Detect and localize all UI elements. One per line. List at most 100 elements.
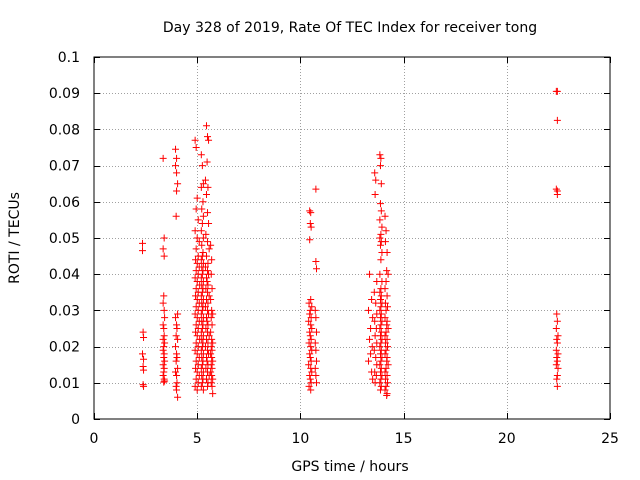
x-tick-label: 25	[601, 431, 619, 447]
data-point	[198, 241, 206, 249]
data-point	[193, 332, 201, 340]
data-point	[376, 241, 384, 249]
data-point	[384, 361, 392, 369]
data-points	[139, 87, 562, 401]
data-point	[382, 277, 390, 285]
data-point	[365, 357, 373, 365]
tick-labels: 0 5 10 15 20 25 0 0.01 0.02 0.03 0.04 0.05 0.06 0.07 0…	[49, 50, 619, 447]
data-point	[208, 285, 216, 293]
data-point	[376, 379, 384, 387]
data-point	[377, 154, 385, 162]
data-point	[307, 386, 315, 394]
data-point	[208, 256, 216, 264]
data-point	[312, 185, 320, 193]
data-point	[204, 259, 212, 267]
data-point	[174, 180, 182, 188]
data-point	[382, 364, 390, 372]
data-point	[384, 343, 392, 351]
data-point	[161, 377, 169, 385]
y-tick-label: 0.03	[49, 303, 80, 319]
data-point	[311, 306, 319, 314]
data-point	[553, 191, 561, 199]
data-point	[204, 288, 212, 296]
data-point	[173, 353, 181, 361]
data-point	[172, 314, 180, 322]
data-point	[553, 357, 561, 365]
data-point	[371, 169, 379, 177]
data-point	[209, 357, 217, 365]
data-point	[172, 357, 180, 365]
data-point	[161, 314, 169, 322]
data-point	[199, 180, 207, 188]
data-point	[306, 310, 314, 318]
data-point	[376, 296, 384, 304]
data-point	[367, 350, 375, 358]
data-point	[377, 310, 385, 318]
data-point	[193, 277, 201, 285]
data-point	[306, 220, 314, 228]
data-point	[208, 353, 216, 361]
data-point	[383, 321, 391, 329]
data-point	[209, 390, 217, 398]
data-point	[172, 343, 180, 351]
data-point	[209, 310, 217, 318]
data-point	[197, 227, 205, 235]
data-point	[208, 364, 216, 372]
data-point	[192, 339, 200, 347]
data-point	[369, 375, 377, 383]
data-point	[209, 339, 217, 347]
data-point	[193, 259, 201, 267]
data-point	[204, 281, 212, 289]
data-point	[207, 343, 215, 351]
x-axis-label: GPS time / hours	[291, 459, 408, 475]
data-point	[173, 325, 181, 332]
data-point	[381, 368, 389, 376]
data-point	[202, 285, 210, 293]
data-point	[205, 245, 213, 253]
x-tick-label: 10	[291, 431, 309, 447]
data-point	[208, 382, 216, 390]
data-point	[307, 209, 315, 217]
data-point	[193, 368, 201, 376]
data-point	[308, 325, 316, 332]
data-point	[381, 314, 389, 322]
data-point	[172, 145, 180, 153]
data-point	[307, 343, 315, 351]
data-point	[202, 252, 210, 260]
data-point	[159, 321, 167, 329]
data-point	[202, 375, 210, 383]
data-point	[306, 372, 314, 380]
data-point	[198, 299, 206, 307]
data-point	[173, 379, 181, 387]
data-point	[159, 245, 167, 253]
data-point	[172, 368, 180, 376]
data-point	[202, 191, 210, 199]
data-point	[140, 382, 148, 390]
data-point	[139, 247, 147, 255]
data-point	[371, 191, 379, 199]
data-point	[207, 328, 215, 336]
data-point	[368, 343, 376, 351]
data-point	[384, 303, 392, 311]
data-point	[377, 180, 385, 188]
data-point	[312, 258, 320, 266]
data-point	[383, 357, 391, 365]
data-point	[553, 317, 561, 325]
data-point	[207, 379, 215, 387]
data-point	[554, 350, 562, 358]
data-point	[193, 314, 201, 322]
data-point	[159, 335, 167, 343]
data-point	[553, 116, 561, 124]
data-point	[139, 350, 147, 358]
data-point	[192, 267, 200, 275]
data-point	[205, 332, 213, 340]
data-point	[366, 270, 374, 278]
data-point	[553, 339, 561, 347]
data-point	[372, 176, 380, 184]
data-point	[376, 162, 384, 170]
data-point	[160, 292, 168, 300]
y-tick-label: 0.06	[49, 195, 80, 211]
data-point	[192, 245, 200, 253]
data-point	[199, 386, 207, 394]
data-point	[381, 332, 389, 340]
